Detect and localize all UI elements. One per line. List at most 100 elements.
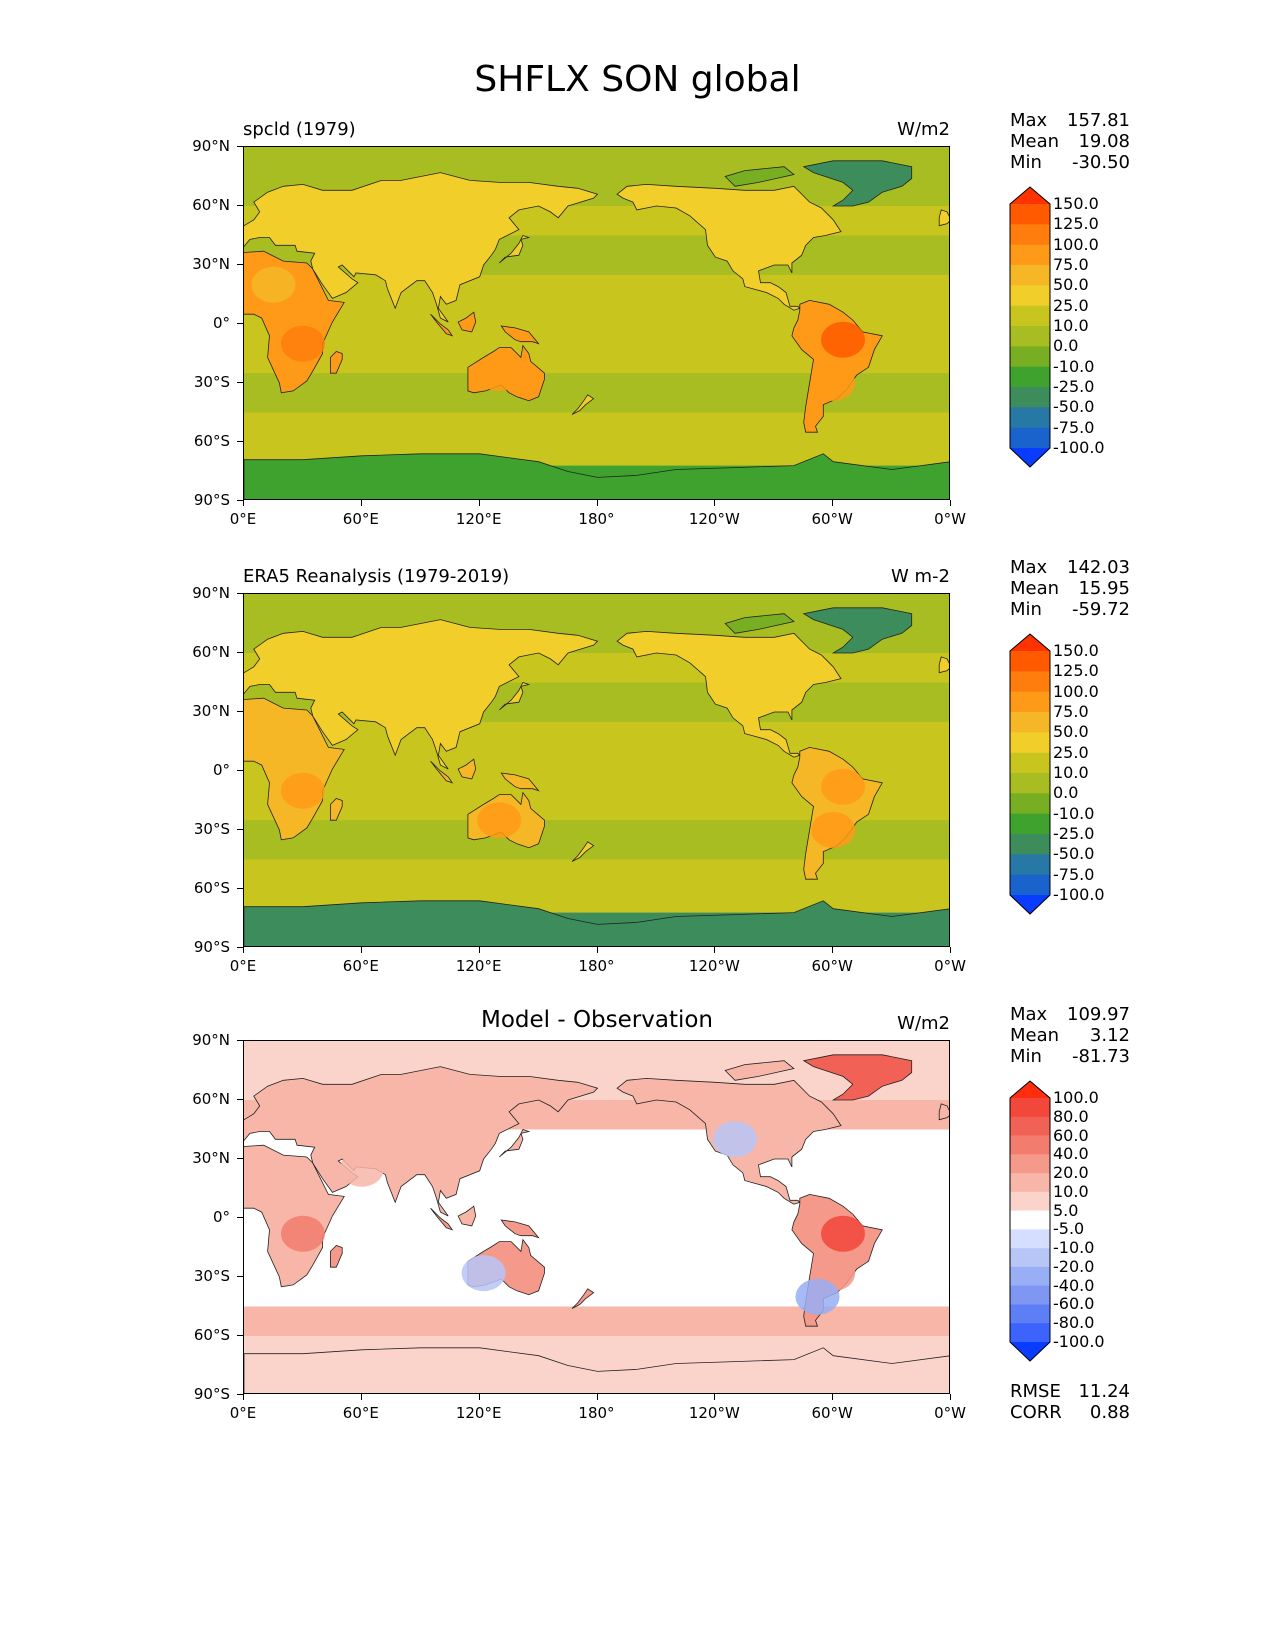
y-tick [237, 441, 243, 442]
landmass-greenland [802, 1054, 913, 1101]
stat-min-label: Min [1010, 152, 1042, 173]
colorbar-tick-label: -10.0 [1053, 356, 1095, 376]
colorbar-segment [1010, 813, 1050, 835]
x-tick-label: 120°E [455, 957, 502, 975]
y-tick [237, 1335, 243, 1336]
panel-title: Model - Observation [480, 1007, 714, 1033]
flux-hotspot [280, 772, 325, 809]
colorbar-tick-label: 100.0 [1053, 681, 1099, 701]
x-tick-label: 180° [578, 1404, 615, 1422]
x-tick [243, 500, 244, 506]
colorbar-segment [1010, 691, 1050, 713]
colorbar-tick-label: -20.0 [1053, 1256, 1095, 1276]
colorbar-tick-label: 150.0 [1053, 641, 1099, 660]
x-tick-label: 60°W [811, 957, 853, 975]
x-tick [478, 947, 480, 953]
y-tick [237, 1276, 243, 1277]
colorbar-segment [1010, 874, 1050, 896]
stat-min-value: -59.72 [1071, 599, 1130, 620]
flux-hotspot [280, 325, 325, 362]
colorbar-tick-label: -10.0 [1053, 803, 1095, 823]
colorbar-tick-label: 5.0 [1053, 1200, 1079, 1220]
y-tick-label: 90°S [193, 938, 230, 956]
colorbar-segment [1010, 1135, 1050, 1155]
landmass-eurasia [244, 619, 599, 770]
x-tick [360, 500, 362, 506]
stat-mean-label: Mean [1010, 1025, 1060, 1046]
x-tick-label: 120°E [455, 1404, 502, 1422]
stat-corr-label: CORR [1010, 1402, 1062, 1423]
x-tick [596, 500, 598, 506]
flux-hotspot [280, 1215, 325, 1252]
colorbar-segment [1010, 1285, 1050, 1306]
x-tick [478, 500, 480, 506]
colorbar-extend-min [1010, 895, 1050, 914]
y-tick-label: 90°S [193, 491, 230, 509]
colorbar-tick-label: 25.0 [1053, 742, 1089, 762]
y-tick-label: 30°N [192, 255, 230, 273]
colorbar-segment [1010, 773, 1050, 794]
colorbar-tick-label: 10.0 [1053, 763, 1089, 782]
flux-hotspot [339, 1150, 384, 1187]
colorbar-tick-label: 25.0 [1053, 295, 1089, 315]
map-plot [244, 594, 949, 946]
landmass-greenland [802, 160, 913, 207]
colorbar-tick-label: 125.0 [1053, 214, 1099, 234]
colorbar-tick-label: 10.0 [1053, 1181, 1089, 1201]
flux-hotspot [795, 1278, 840, 1315]
colorbar-segment [1010, 1210, 1050, 1230]
colorbar-extend-max [1010, 1081, 1050, 1098]
ocean-band [244, 1306, 949, 1337]
colorbar-segment [1010, 732, 1050, 754]
x-tick-label: 0°W [934, 957, 966, 975]
colorbar-segment [1010, 387, 1050, 408]
stat-rmse-label: RMSE [1010, 1381, 1061, 1402]
y-tick-label: 60°N [192, 1090, 230, 1108]
x-tick [714, 947, 716, 953]
colorbar-tick-label: -25.0 [1053, 824, 1095, 843]
colorbar-tick-label: 50.0 [1053, 722, 1089, 742]
colorbar-segment [1010, 1154, 1050, 1174]
colorbar-outline [1009, 1080, 1051, 1362]
x-tick [243, 947, 244, 953]
y-tick-label: 60°S [193, 432, 230, 450]
colorbar-segment [1010, 854, 1050, 876]
landmass-sumatra [430, 313, 454, 337]
y-tick-label: 0° [212, 761, 230, 779]
colorbar-segment [1010, 1304, 1050, 1324]
colorbar-segment [1010, 1098, 1050, 1118]
flux-hotspot [821, 768, 865, 805]
colorbar-segment [1010, 1116, 1050, 1137]
colorbar-tick-label: 75.0 [1053, 255, 1089, 274]
y-tick-label: 30°S [193, 373, 230, 391]
x-tick [478, 1394, 480, 1400]
colorbar-segment [1010, 204, 1050, 225]
units-label: W/m2 [897, 1013, 950, 1034]
x-tick [950, 1394, 951, 1400]
y-tick [237, 770, 243, 771]
landmass-new-zealand [571, 1288, 595, 1309]
colorbar-extend-max [1010, 187, 1050, 204]
x-tick-label: 0°W [934, 1404, 966, 1422]
y-tick [237, 1040, 243, 1041]
colorbar-tick-label: -50.0 [1053, 844, 1095, 864]
flux-hotspot [821, 1215, 865, 1252]
landmass-borneo [457, 758, 477, 780]
stat-max-value: 109.97 [1067, 1004, 1130, 1025]
stat-max-label: Max [1010, 110, 1048, 131]
colorbar-segment [1010, 305, 1050, 327]
colorbar-segment [1010, 1248, 1050, 1268]
y-tick-label: 30°N [192, 702, 230, 720]
flux-hotspot [821, 321, 865, 358]
stat-mean-label: Mean [1010, 131, 1060, 152]
y-tick-label: 60°S [193, 1326, 230, 1344]
ocean-band [244, 412, 949, 443]
landmass-madagascar [330, 351, 343, 374]
landmass-canada-isl [724, 166, 795, 187]
colorbar-extend-max [1010, 634, 1050, 651]
landmass-madagascar [330, 1245, 343, 1268]
x-tick [360, 947, 362, 953]
y-tick-label: 30°S [193, 820, 230, 838]
colorbar-tick-label: -80.0 [1053, 1313, 1095, 1333]
map-frame [243, 146, 950, 500]
